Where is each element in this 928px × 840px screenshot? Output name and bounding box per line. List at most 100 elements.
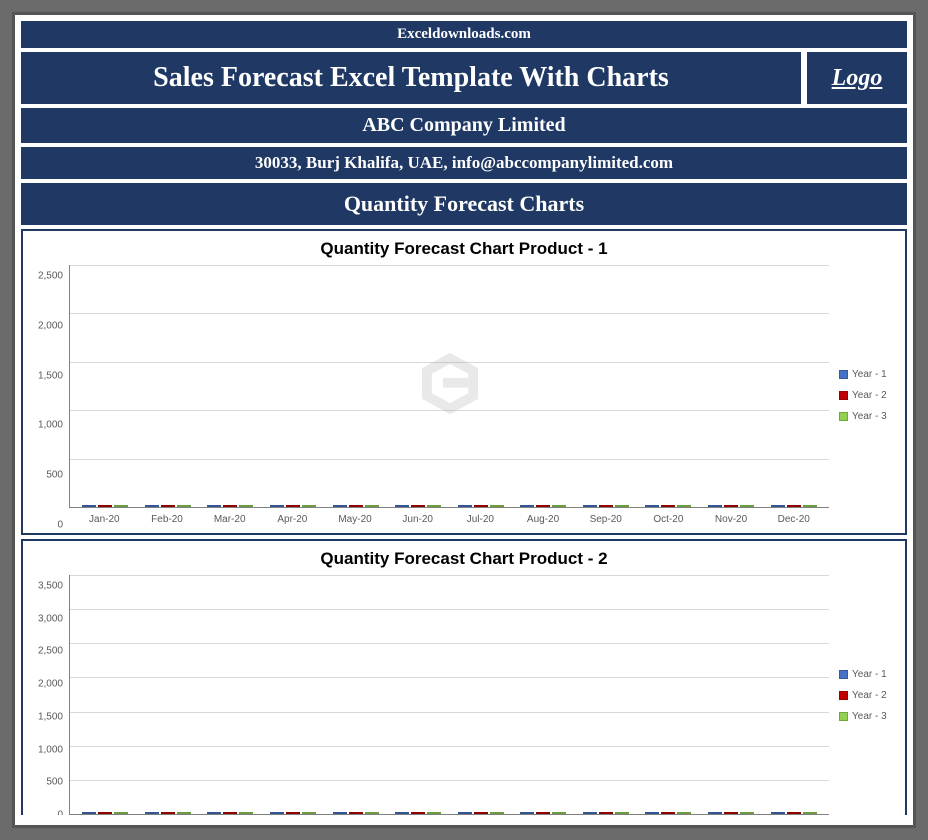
bar xyxy=(771,812,785,814)
category-group xyxy=(387,812,450,814)
y-axis: 05001,0001,5002,0002,5003,0003,500 xyxy=(33,575,69,815)
x-tick-label: Apr-20 xyxy=(261,514,324,525)
y-tick-label: 2,500 xyxy=(33,271,63,282)
main-title: Sales Forecast Excel Template With Chart… xyxy=(21,52,801,104)
legend-swatch xyxy=(839,370,848,379)
bar xyxy=(661,505,675,507)
y-tick-label: 3,500 xyxy=(33,581,63,592)
bar xyxy=(583,812,597,814)
category-group xyxy=(700,812,763,814)
legend-swatch xyxy=(839,412,848,421)
legend-label: Year - 2 xyxy=(852,690,887,701)
plot-wrap: 05001,0001,5002,0002,5003,0003,500 xyxy=(33,575,829,815)
x-tick-label: Mar-20 xyxy=(198,514,261,525)
legend-item: Year - 1 xyxy=(839,369,895,380)
category-group xyxy=(512,505,575,507)
site-label: Exceldownloads.com xyxy=(21,21,907,48)
bar xyxy=(82,505,96,507)
bar xyxy=(599,505,613,507)
x-tick-label: Aug-20 xyxy=(512,514,575,525)
y-tick-label: 2,000 xyxy=(33,320,63,331)
bar xyxy=(771,505,785,507)
category-group xyxy=(262,812,325,814)
bar xyxy=(474,812,488,814)
category-group xyxy=(74,505,137,507)
legend-swatch xyxy=(839,391,848,400)
bar xyxy=(286,812,300,814)
category-group xyxy=(449,812,512,814)
bar xyxy=(207,812,221,814)
bar xyxy=(677,505,691,507)
bar xyxy=(787,812,801,814)
bar xyxy=(411,505,425,507)
legend-label: Year - 2 xyxy=(852,390,887,401)
bar xyxy=(708,505,722,507)
legend-item: Year - 2 xyxy=(839,690,895,701)
bar xyxy=(427,505,441,507)
y-tick-label: 1,500 xyxy=(33,370,63,381)
bar xyxy=(490,505,504,507)
category-group xyxy=(762,505,825,507)
bar xyxy=(411,812,425,814)
bars-row xyxy=(70,575,829,814)
bar xyxy=(661,812,675,814)
company-contact: 30033, Burj Khalifa, UAE, info@abccompan… xyxy=(21,147,907,179)
bar xyxy=(615,812,629,814)
bar xyxy=(552,812,566,814)
bar xyxy=(161,505,175,507)
legend-label: Year - 3 xyxy=(852,411,887,422)
category-group xyxy=(137,812,200,814)
x-tick-label: Jun-20 xyxy=(386,514,449,525)
category-group xyxy=(575,505,638,507)
x-tick-label: Jul-20 xyxy=(449,514,512,525)
bar xyxy=(552,505,566,507)
bar xyxy=(161,812,175,814)
bar xyxy=(333,812,347,814)
legend-item: Year - 3 xyxy=(839,711,895,722)
category-group xyxy=(324,505,387,507)
bar xyxy=(427,812,441,814)
category-group xyxy=(199,812,262,814)
plot-area xyxy=(69,265,829,508)
legend-item: Year - 3 xyxy=(839,411,895,422)
category-group xyxy=(575,812,638,814)
section-heading: Quantity Forecast Charts xyxy=(21,183,907,225)
bar xyxy=(333,505,347,507)
y-tick-label: 1,000 xyxy=(33,420,63,431)
company-name: ABC Company Limited xyxy=(21,108,907,143)
header-row: Sales Forecast Excel Template With Chart… xyxy=(21,52,907,104)
chart-body: 05001,0001,5002,0002,500Jan-20Feb-20Mar-… xyxy=(33,265,895,525)
bar xyxy=(740,812,754,814)
legend-swatch xyxy=(839,691,848,700)
category-group xyxy=(324,812,387,814)
category-group xyxy=(449,505,512,507)
chart-title: Quantity Forecast Chart Product - 2 xyxy=(33,549,895,569)
plot-area xyxy=(69,575,829,815)
bar xyxy=(223,812,237,814)
bar xyxy=(583,505,597,507)
x-tick-label: Jan-20 xyxy=(73,514,136,525)
bar xyxy=(599,812,613,814)
y-tick-label: 0 xyxy=(33,519,63,530)
legend-label: Year - 3 xyxy=(852,711,887,722)
bar xyxy=(98,812,112,814)
category-group xyxy=(137,505,200,507)
template-frame: Exceldownloads.com Sales Forecast Excel … xyxy=(12,12,916,828)
y-tick-label: 1,000 xyxy=(33,744,63,755)
bar xyxy=(803,505,817,507)
bar xyxy=(724,505,738,507)
bar xyxy=(145,812,159,814)
bar xyxy=(490,812,504,814)
y-tick-label: 1,500 xyxy=(33,711,63,722)
bar xyxy=(458,812,472,814)
x-tick-label: Sep-20 xyxy=(574,514,637,525)
y-tick-label: 2,000 xyxy=(33,679,63,690)
plot-wrap: 05001,0001,5002,0002,500Jan-20Feb-20Mar-… xyxy=(33,265,829,525)
bar xyxy=(365,505,379,507)
y-tick-label: 3,000 xyxy=(33,613,63,624)
x-tick-label: Oct-20 xyxy=(637,514,700,525)
y-axis: 05001,0001,5002,0002,500 xyxy=(33,265,69,525)
legend-swatch xyxy=(839,670,848,679)
bar xyxy=(270,505,284,507)
legend-label: Year - 1 xyxy=(852,369,887,380)
